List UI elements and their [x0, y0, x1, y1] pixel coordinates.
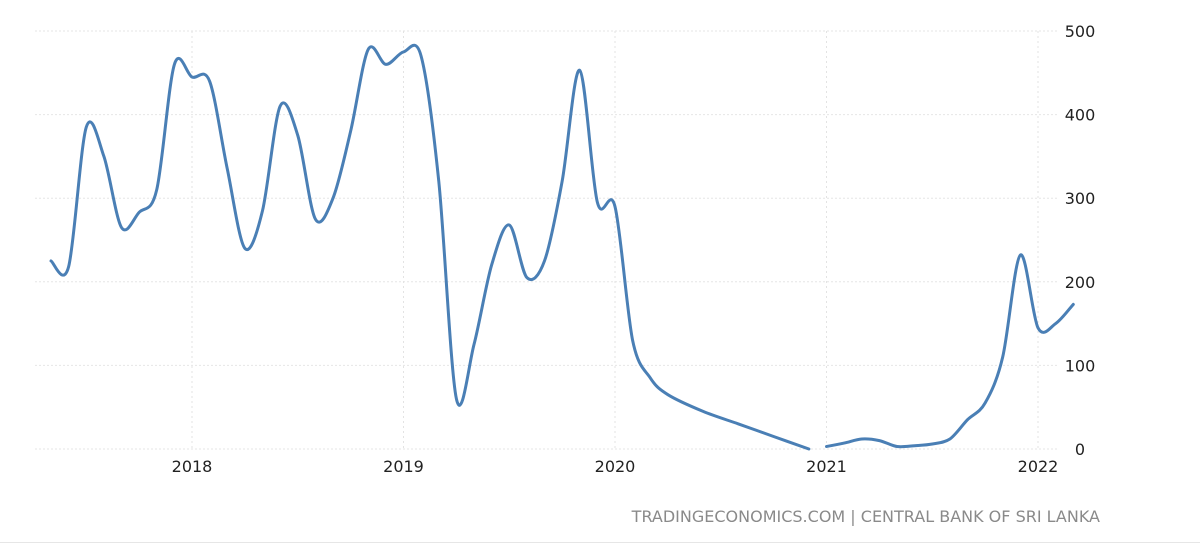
y-tick-label: 400	[1065, 106, 1096, 125]
series-line	[825, 253, 1075, 449]
x-tick-label: 2019	[383, 457, 424, 476]
x-axis-ticks: 2018 2019 2020 2021 2022	[172, 457, 1059, 476]
grid	[35, 30, 1058, 450]
y-tick-label: 300	[1065, 189, 1096, 208]
series-lines	[49, 43, 1075, 451]
series-line	[49, 43, 811, 451]
bottom-divider	[0, 542, 1200, 543]
x-tick-label: 2020	[595, 457, 636, 476]
x-tick-label: 2021	[806, 457, 847, 476]
y-tick-label: 100	[1065, 356, 1096, 375]
y-tick-label: 500	[1065, 22, 1096, 41]
y-axis-ticks: 0 100 200 300 400 500	[1065, 22, 1096, 459]
source-text: TRADINGECONOMICS.COM | CENTRAL BANK OF S…	[631, 507, 1100, 526]
x-tick-label: 2018	[172, 457, 213, 476]
x-tick-label: 2022	[1018, 457, 1059, 476]
y-tick-label: 200	[1065, 273, 1096, 292]
y-tick-label: 0	[1075, 440, 1085, 459]
